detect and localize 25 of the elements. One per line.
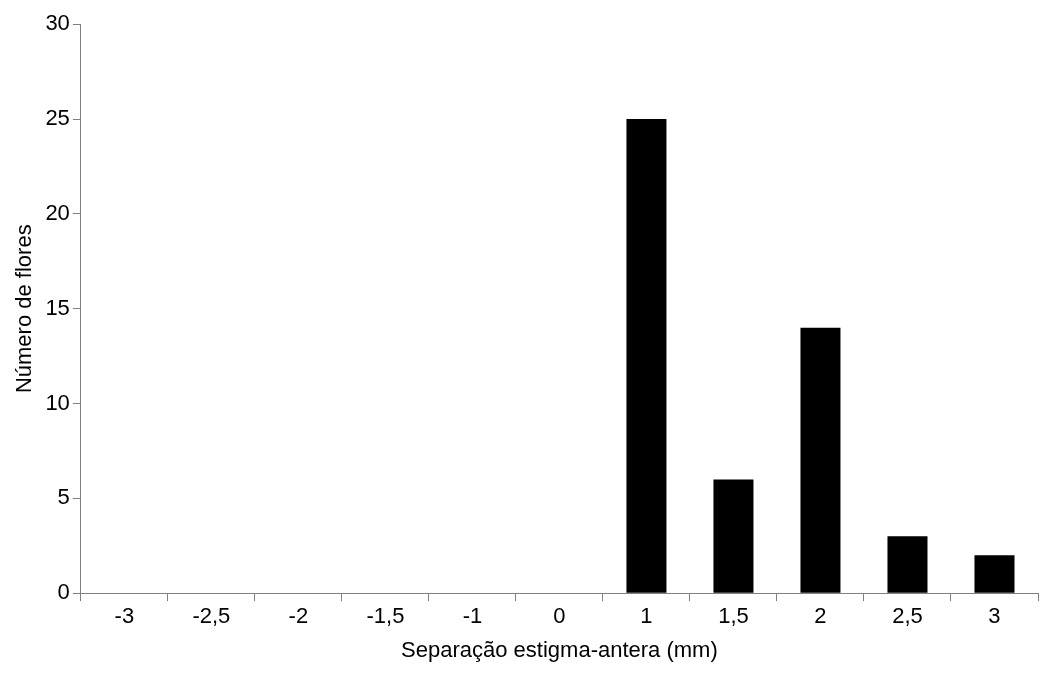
x-tick-label: 1,5 xyxy=(718,603,749,629)
y-axis-title: Número de flores xyxy=(11,224,37,394)
x-tick-label: 2,5 xyxy=(892,603,923,629)
bar xyxy=(800,327,841,593)
x-tick-label: -1 xyxy=(462,603,483,629)
y-tick-label: 20 xyxy=(45,199,70,225)
y-tick-label: 0 xyxy=(57,579,70,605)
x-tick-label: -3 xyxy=(114,603,135,629)
bar xyxy=(626,119,667,593)
bar xyxy=(974,555,1015,593)
y-tick-label: 15 xyxy=(45,294,70,320)
x-tick-label: 1 xyxy=(640,603,653,629)
x-tick-label: 3 xyxy=(988,603,1001,629)
x-tick-label: 2 xyxy=(814,603,827,629)
x-tick-label: -2 xyxy=(288,603,309,629)
bar xyxy=(887,536,928,593)
x-tick-label: 0 xyxy=(553,603,566,629)
y-tick-label: 30 xyxy=(45,10,70,36)
x-axis-title: Separação estigma-antera (mm) xyxy=(401,636,718,662)
y-tick-label: 5 xyxy=(57,484,70,510)
x-tick-label: -2,5 xyxy=(192,603,231,629)
y-tick-label: 25 xyxy=(45,105,70,131)
bar xyxy=(713,479,754,593)
x-tick-label: -1,5 xyxy=(366,603,405,629)
y-tick-label: 10 xyxy=(45,389,70,415)
